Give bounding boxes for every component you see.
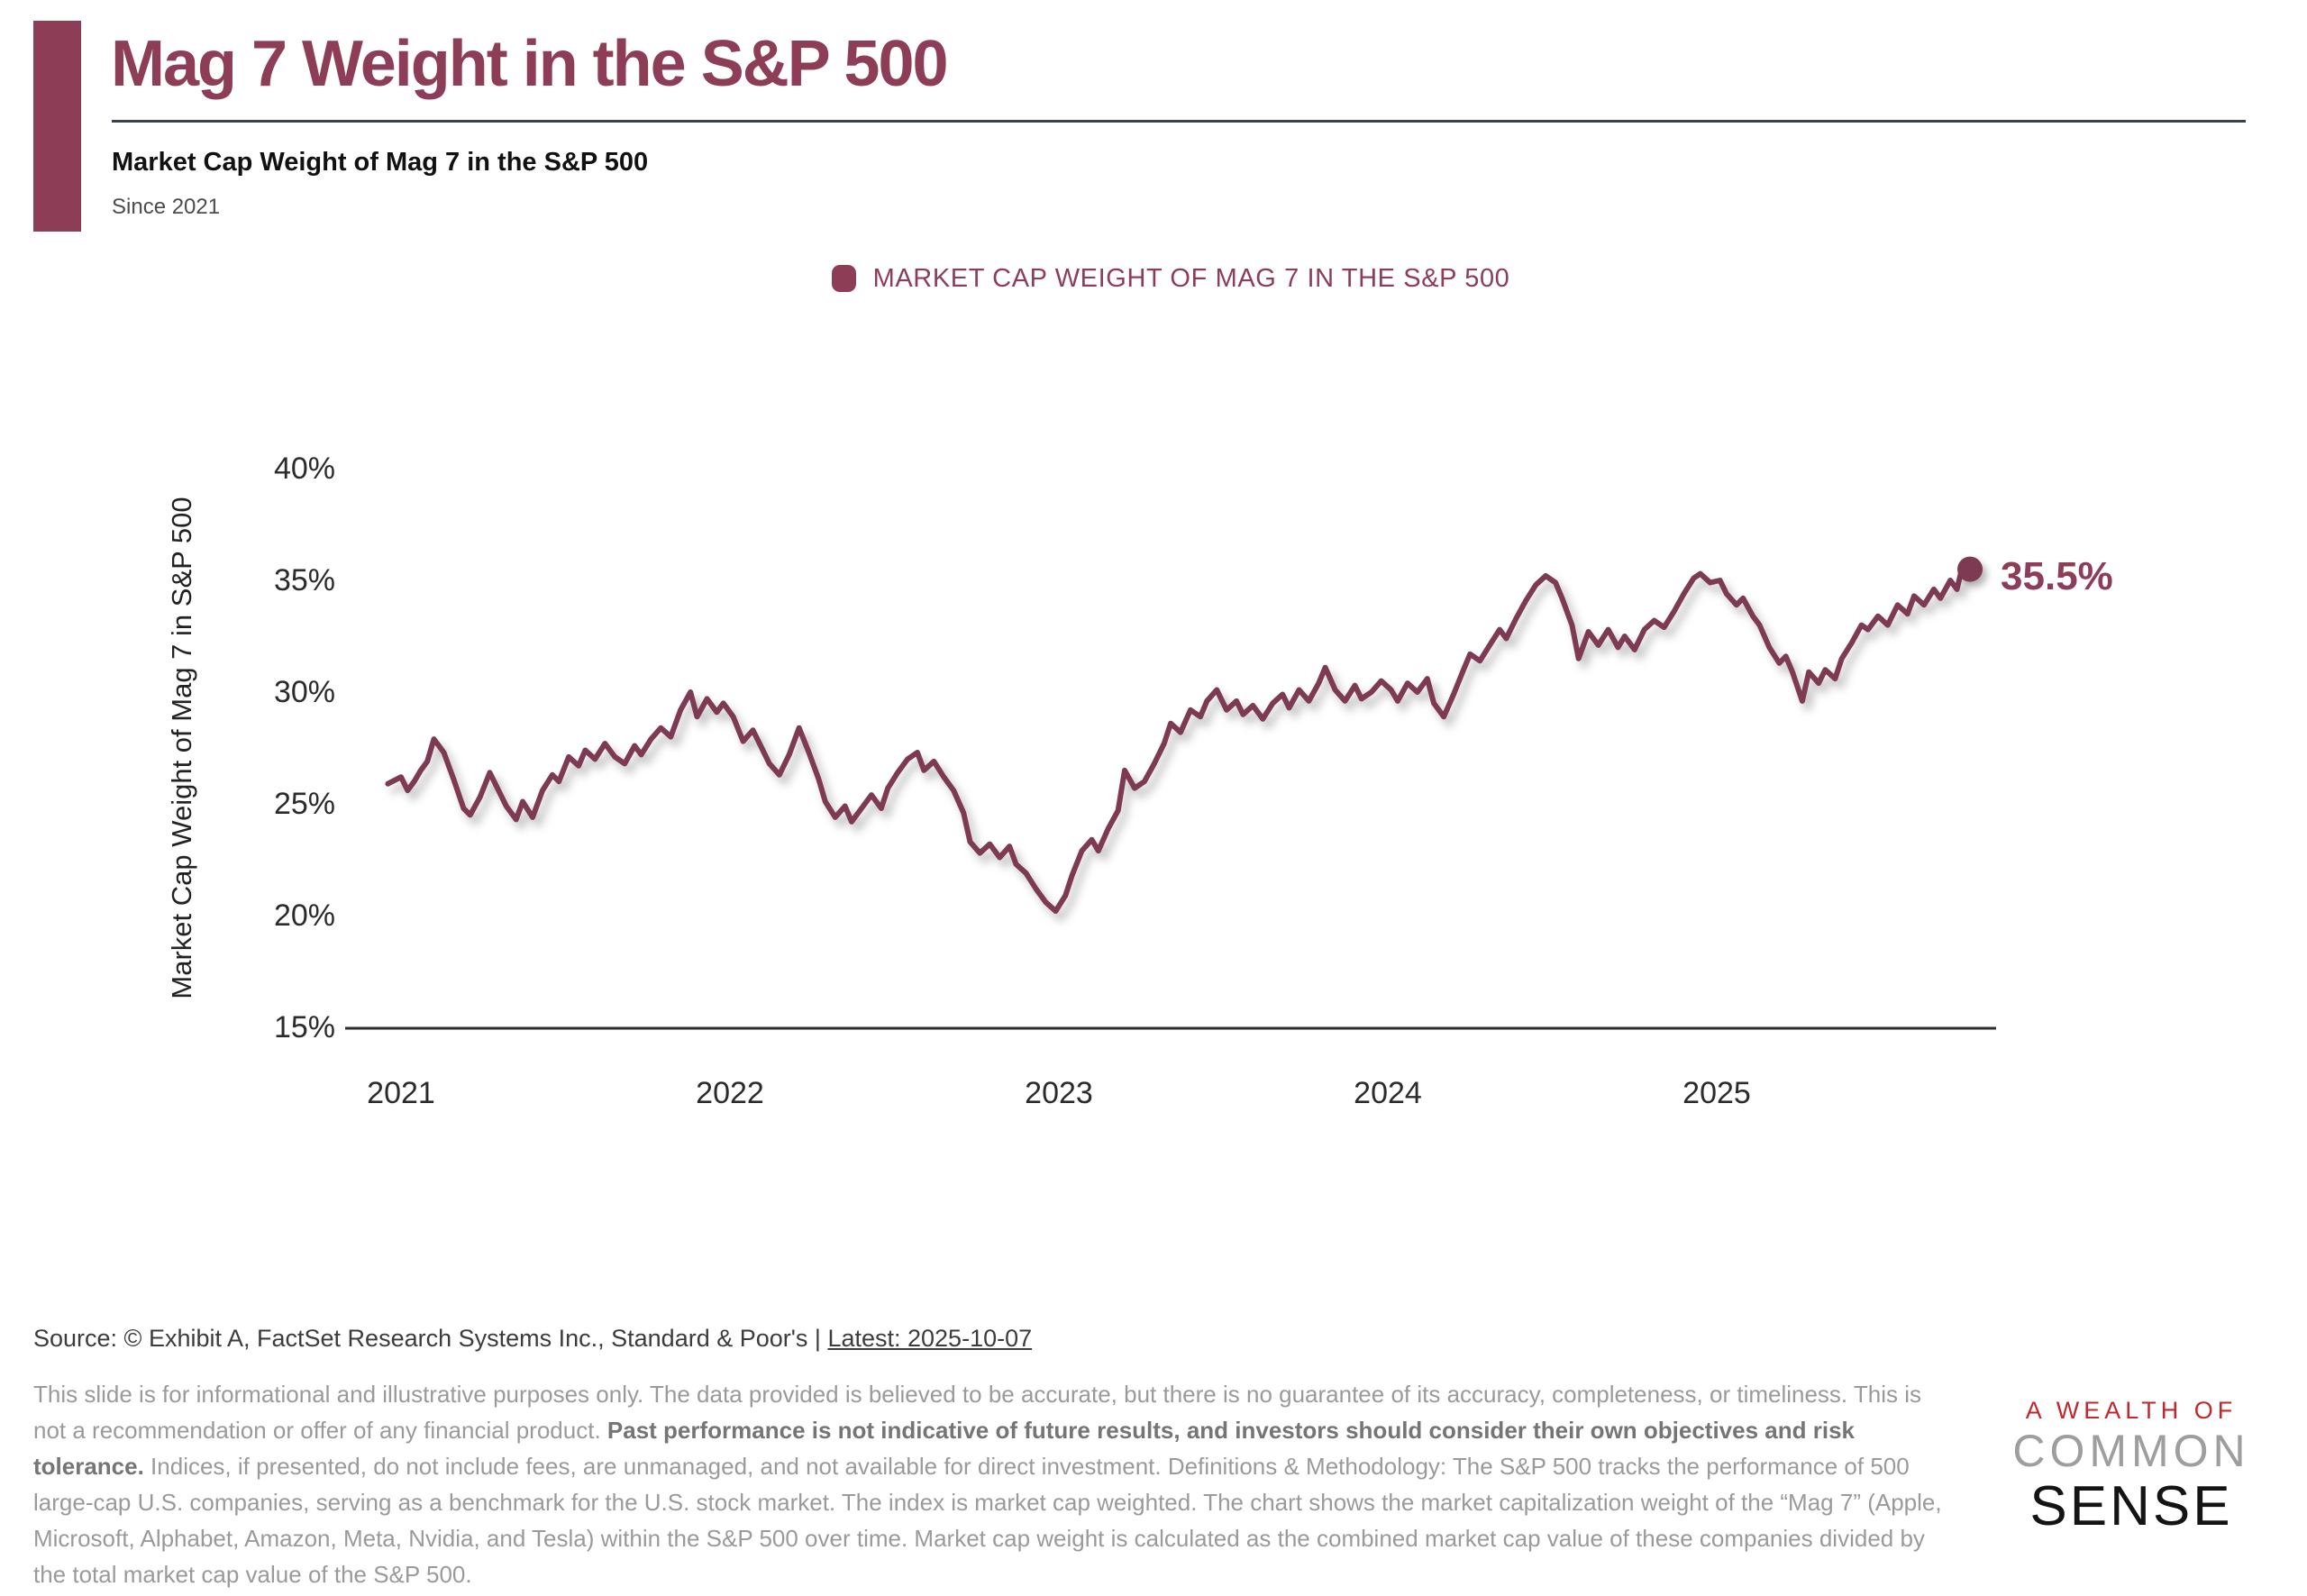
y-tick-label: 25% <box>273 787 335 821</box>
x-tick-label: 2022 <box>696 1076 764 1110</box>
source-latest-date[interactable]: Latest: 2025-10-07 <box>827 1325 1033 1352</box>
legend-swatch-icon <box>831 265 856 292</box>
logo-line-sense: SENSE <box>2029 1475 2233 1537</box>
chart-subtitle: Market Cap Weight of Mag 7 in the S&P 50… <box>112 148 649 177</box>
chart-period-label: Since 2021 <box>112 195 221 219</box>
x-tick-label: 2023 <box>1025 1076 1093 1110</box>
last-value-dot <box>1957 556 1983 582</box>
x-tick-label: 2025 <box>1682 1076 1751 1110</box>
page-title: Mag 7 Weight in the S&P 500 <box>111 28 949 100</box>
logo-line-a-wealth-of: A WEALTH OF <box>2025 1397 2238 1424</box>
disclaimer-text: This slide is for informational and illu… <box>33 1376 1951 1592</box>
y-tick-label: 30% <box>273 675 335 709</box>
legend-label: MARKET CAP WEIGHT OF MAG 7 IN THE S&P 50… <box>872 263 1510 293</box>
logo-line-common: COMMON <box>2012 1426 2250 1476</box>
y-tick-label: 35% <box>273 563 335 597</box>
site-logo: A WEALTH OF COMMON SENSE <box>1996 1395 2266 1537</box>
disclaimer-segment: This slide is for informational and illu… <box>33 1381 1922 1444</box>
source-text: Source: © Exhibit A, FactSet Research Sy… <box>33 1325 828 1352</box>
last-value-label: 35.5% <box>2001 553 2113 598</box>
series-line <box>385 560 1973 914</box>
x-tick-label: 2021 <box>367 1076 435 1110</box>
disclaimer-segment: Indices, if presented, do not include fe… <box>33 1453 1942 1588</box>
disclaimer-segment-bold: Past performance is not indicative of fu… <box>33 1417 1855 1480</box>
source-line: Source: © Exhibit A, FactSet Research Sy… <box>33 1325 1032 1353</box>
title-divider <box>112 120 2246 123</box>
y-tick-label: 20% <box>273 898 335 933</box>
y-tick-label: 40% <box>273 451 335 486</box>
x-tick-label: 2024 <box>1354 1076 1422 1110</box>
title-accent-bar <box>33 21 81 232</box>
y-tick-label: 15% <box>273 1010 335 1044</box>
legend: MARKET CAP WEIGHT OF MAG 7 IN THE S&P 50… <box>345 258 1996 299</box>
